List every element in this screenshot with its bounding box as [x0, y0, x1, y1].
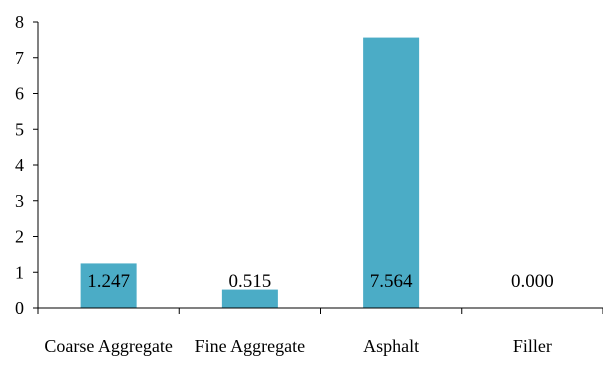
bar: [80, 263, 137, 308]
x-category-label: Coarse Aggregate: [44, 336, 172, 356]
x-axis-categories: Coarse Aggregate Fine Aggregate Asphalt Fil…: [37, 308, 603, 356]
y-tick-label: 5: [15, 119, 24, 139]
y-tick-label: 8: [15, 12, 24, 32]
data-label: 0.515: [229, 271, 272, 292]
data-labels: 1.247 0.515 7.564 0.000: [87, 271, 554, 292]
y-tick-label: 4: [15, 155, 24, 175]
data-label: 7.564: [370, 271, 413, 292]
x-category-label: Fine Aggregate: [195, 336, 305, 356]
x-category-label: Filler: [513, 336, 552, 356]
y-tick-label: 0: [15, 298, 24, 318]
y-tick-label: 6: [15, 84, 24, 104]
x-category-label: Asphalt: [363, 336, 419, 356]
bar: [363, 37, 420, 308]
bars: [80, 37, 420, 308]
y-axis-ticks: 0 1 2 3 4 5 6 7 8: [15, 12, 38, 318]
data-label: 0.000: [511, 271, 554, 292]
y-tick-label: 3: [15, 191, 24, 211]
y-tick-label: 2: [15, 227, 24, 247]
bar: [221, 289, 278, 308]
y-tick-label: 7: [15, 48, 24, 68]
y-tick-label: 1: [15, 262, 24, 282]
data-label: 1.247: [87, 271, 130, 292]
